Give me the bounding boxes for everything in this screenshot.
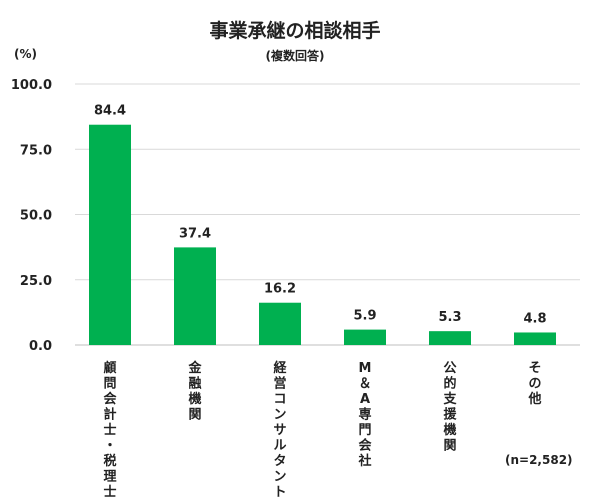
bar — [89, 124, 131, 345]
y-tick-label: 0.0 — [29, 339, 52, 354]
data-label: 5.3 — [438, 310, 461, 325]
y-tick-label: 100.0 — [11, 78, 52, 93]
y-tick-label: 75.0 — [20, 143, 52, 158]
chart-title: 事業承継の相談相手 — [209, 20, 381, 42]
bar — [259, 302, 301, 345]
category-label: 公的支援機関 — [442, 361, 457, 454]
category-labels: 顧問会計士・税理士 金融機関 経営コンサルタント M ＆ A 専門会社 公的支援機関 その他 — [103, 360, 541, 498]
category-label: 顧問会計士・税理士 — [103, 360, 117, 498]
y-axis-unit-label: (%) — [14, 47, 37, 61]
data-label: 5.9 — [353, 309, 376, 324]
y-tick-label: 50.0 — [20, 209, 52, 224]
sample-size-note: (n=2,582) — [505, 453, 573, 467]
category-label: 経営コンサルタント — [273, 360, 287, 498]
gridlines — [75, 83, 580, 346]
data-label: 84.4 — [94, 104, 126, 119]
category-label: 金融機関 — [187, 360, 202, 423]
y-axis: 0.0 25.0 50.0 75.0 100.0 — [11, 78, 52, 354]
bar — [174, 247, 216, 345]
data-label: 16.2 — [264, 282, 296, 297]
bar — [514, 332, 556, 345]
category-label: その他 — [527, 361, 541, 407]
bars — [89, 124, 556, 345]
bar — [429, 331, 471, 345]
data-labels: 84.4 37.4 16.2 5.9 5.3 4.8 — [94, 104, 547, 327]
chart-subtitle: (複数回答) — [265, 49, 325, 63]
y-tick-label: 25.0 — [20, 274, 52, 289]
bar — [344, 329, 386, 345]
data-label: 4.8 — [523, 311, 546, 326]
data-label: 37.4 — [179, 226, 211, 241]
category-label: M ＆ A 専門会社 — [357, 361, 372, 469]
